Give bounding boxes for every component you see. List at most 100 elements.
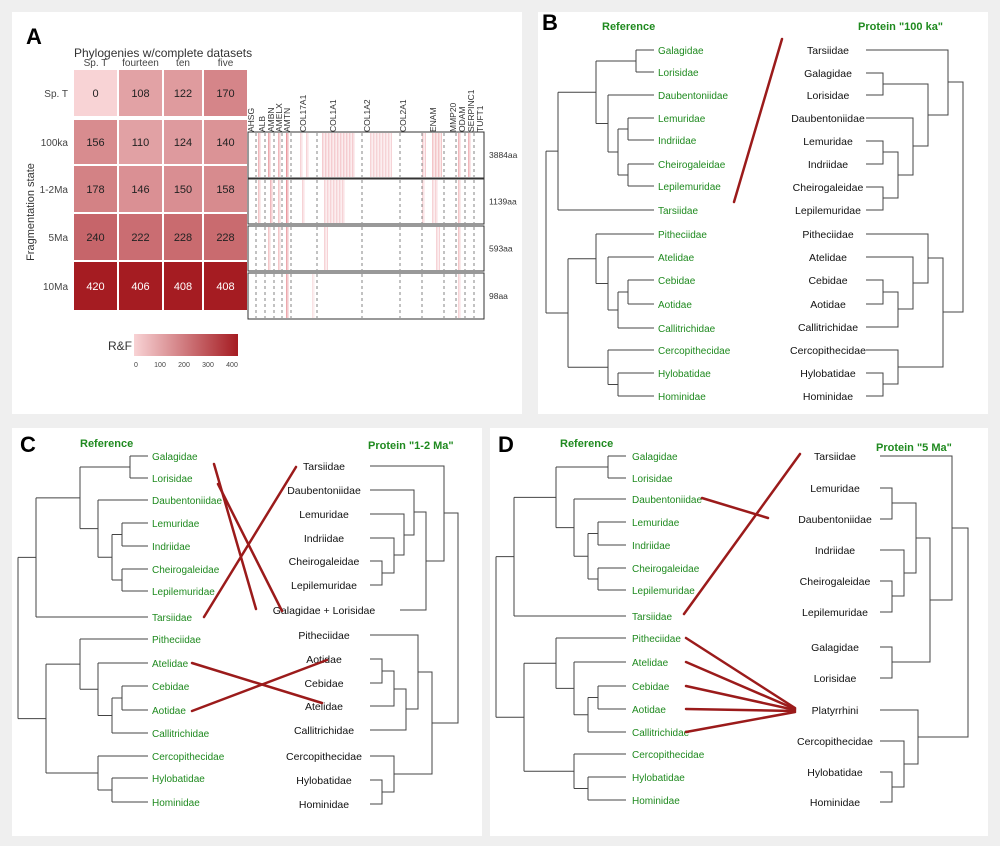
taxon-label: Tarsiidae [152, 613, 192, 624]
coverage-band [269, 133, 271, 177]
taxon-label: Lorisidae [152, 474, 193, 485]
panel-b: B Reference Protein "100 ka" Galagidae Lo… [538, 10, 988, 414]
protein-header-d: Protein "5 Ma" [876, 442, 952, 454]
coverage-band [286, 180, 287, 223]
legend-tick: 400 [226, 362, 238, 369]
coverage-band [346, 133, 347, 177]
taxon-label: Cercopithecidae [632, 750, 705, 761]
heatmap-value: 110 [132, 137, 150, 149]
tree-branch [943, 81, 964, 313]
coverage-band [287, 274, 289, 318]
heatmap-value: 406 [131, 281, 149, 293]
gene-label: COL1A2 [362, 99, 372, 132]
taxon-label: Aotidae [152, 706, 186, 717]
taxon-label: Hylobatidae [658, 369, 711, 380]
panel-a-svg: A Phylogenies w/complete datasets Fragme… [25, 24, 518, 369]
reference-tree-d [495, 455, 626, 801]
coverage-band [469, 133, 471, 177]
coverage-band [323, 133, 325, 177]
taxon-label: Lorisidae [814, 673, 857, 685]
panel-letter-a: A [26, 24, 42, 49]
taxon-label: Cercopithecidae [658, 346, 731, 357]
taxon-label: Hominidae [810, 797, 860, 809]
coverage-band [278, 227, 279, 270]
taxon-label: Pitheciidae [632, 634, 681, 645]
panel-d-svg: D Reference Protein "5 Ma" Galagidae Lori… [495, 432, 969, 809]
coverage-band [302, 180, 303, 223]
heatmap-cell [164, 120, 202, 164]
coverage-band [269, 227, 271, 270]
tree-branch [370, 779, 383, 805]
heatmap-column-label: fourteen [122, 58, 159, 69]
taxon-label: Lemuridae [803, 136, 853, 148]
taxon-label: Indriidae [815, 545, 855, 557]
heatmap-value: 146 [131, 184, 149, 196]
gene-strip [247, 131, 485, 179]
heatmap-row-label: 5Ma [49, 233, 69, 244]
heatmap-row-label: 1-2Ma [40, 185, 69, 196]
taxon-label: Cebidae [658, 276, 696, 287]
heatmap-cell [204, 120, 247, 164]
heatmap-value: 420 [86, 281, 104, 293]
heatmap-value: 124 [174, 137, 192, 149]
heatmap-cell [119, 70, 162, 116]
taxon-label: Hominidae [632, 796, 680, 807]
heatmap-cell [164, 262, 202, 310]
protein-taxa-d: Tarsiidae Lemuridae Daubentoniidae Indriida… [797, 451, 873, 809]
coverage-band [435, 180, 436, 223]
coverage-band [303, 180, 305, 223]
reference-header-d: Reference [560, 438, 613, 450]
link-line [212, 462, 258, 611]
tree-branch [880, 580, 893, 613]
coverage-band [389, 133, 391, 177]
heatmap-value: 228 [174, 232, 192, 244]
tree-branch [866, 117, 914, 176]
tree-branch [898, 257, 944, 368]
gene-label: COL2A1 [398, 99, 408, 132]
taxon-label: Daubentoniidae [791, 113, 865, 125]
taxon-label: Platyrrhini [812, 705, 859, 717]
gene-label: COL1A1 [328, 99, 338, 132]
coverage-band [325, 133, 326, 177]
tree-branch [880, 646, 893, 679]
taxon-label: Pitheciidae [298, 630, 350, 642]
taxon-label: Cheirogaleidae [632, 564, 700, 575]
gene-label: TUFT1 [475, 105, 485, 132]
reference-header-b: Reference [602, 21, 655, 33]
coverage-band [279, 227, 281, 270]
taxon-label: Cebidae [304, 678, 343, 690]
coverage-band [347, 133, 349, 177]
coverage-band [386, 133, 388, 177]
taxon-label: Atelidae [152, 659, 189, 670]
taxon-label: Indriidae [152, 542, 191, 553]
heatmap-value: 108 [131, 88, 149, 100]
heatmap-cell [204, 70, 247, 116]
link-line [216, 482, 284, 613]
coverage-band [385, 133, 386, 177]
tree-branch [880, 709, 919, 765]
taxon-label: Lorisidae [807, 90, 850, 102]
heatmap-cell [119, 120, 162, 164]
heatmap-value: 178 [86, 184, 104, 196]
coverage-band [286, 274, 287, 318]
gene-coverage-strips [247, 131, 485, 320]
taxon-label: Tarsiidae [632, 612, 672, 623]
coverage-band [322, 133, 323, 177]
gene-label: AMTN [282, 108, 292, 132]
coverage-band [334, 133, 335, 177]
taxon-label: Hominidae [803, 391, 853, 403]
taxon-label: Cebidae [808, 275, 847, 287]
coverage-band [459, 133, 461, 177]
taxon-label: Cercopithecidae [286, 751, 362, 763]
coverage-band [306, 133, 307, 177]
taxon-label: Aotidae [810, 299, 846, 311]
tree-branch [866, 49, 949, 116]
gene-label: MMP20 [448, 102, 458, 132]
gene-label: AHSG [246, 108, 256, 132]
gene-label: SERPINC1 [466, 89, 476, 132]
legend-tick: 300 [202, 362, 214, 369]
coverage-band [325, 180, 327, 223]
tree-branch [866, 72, 884, 96]
coverage-band [328, 133, 329, 177]
gene-strip [247, 272, 485, 320]
